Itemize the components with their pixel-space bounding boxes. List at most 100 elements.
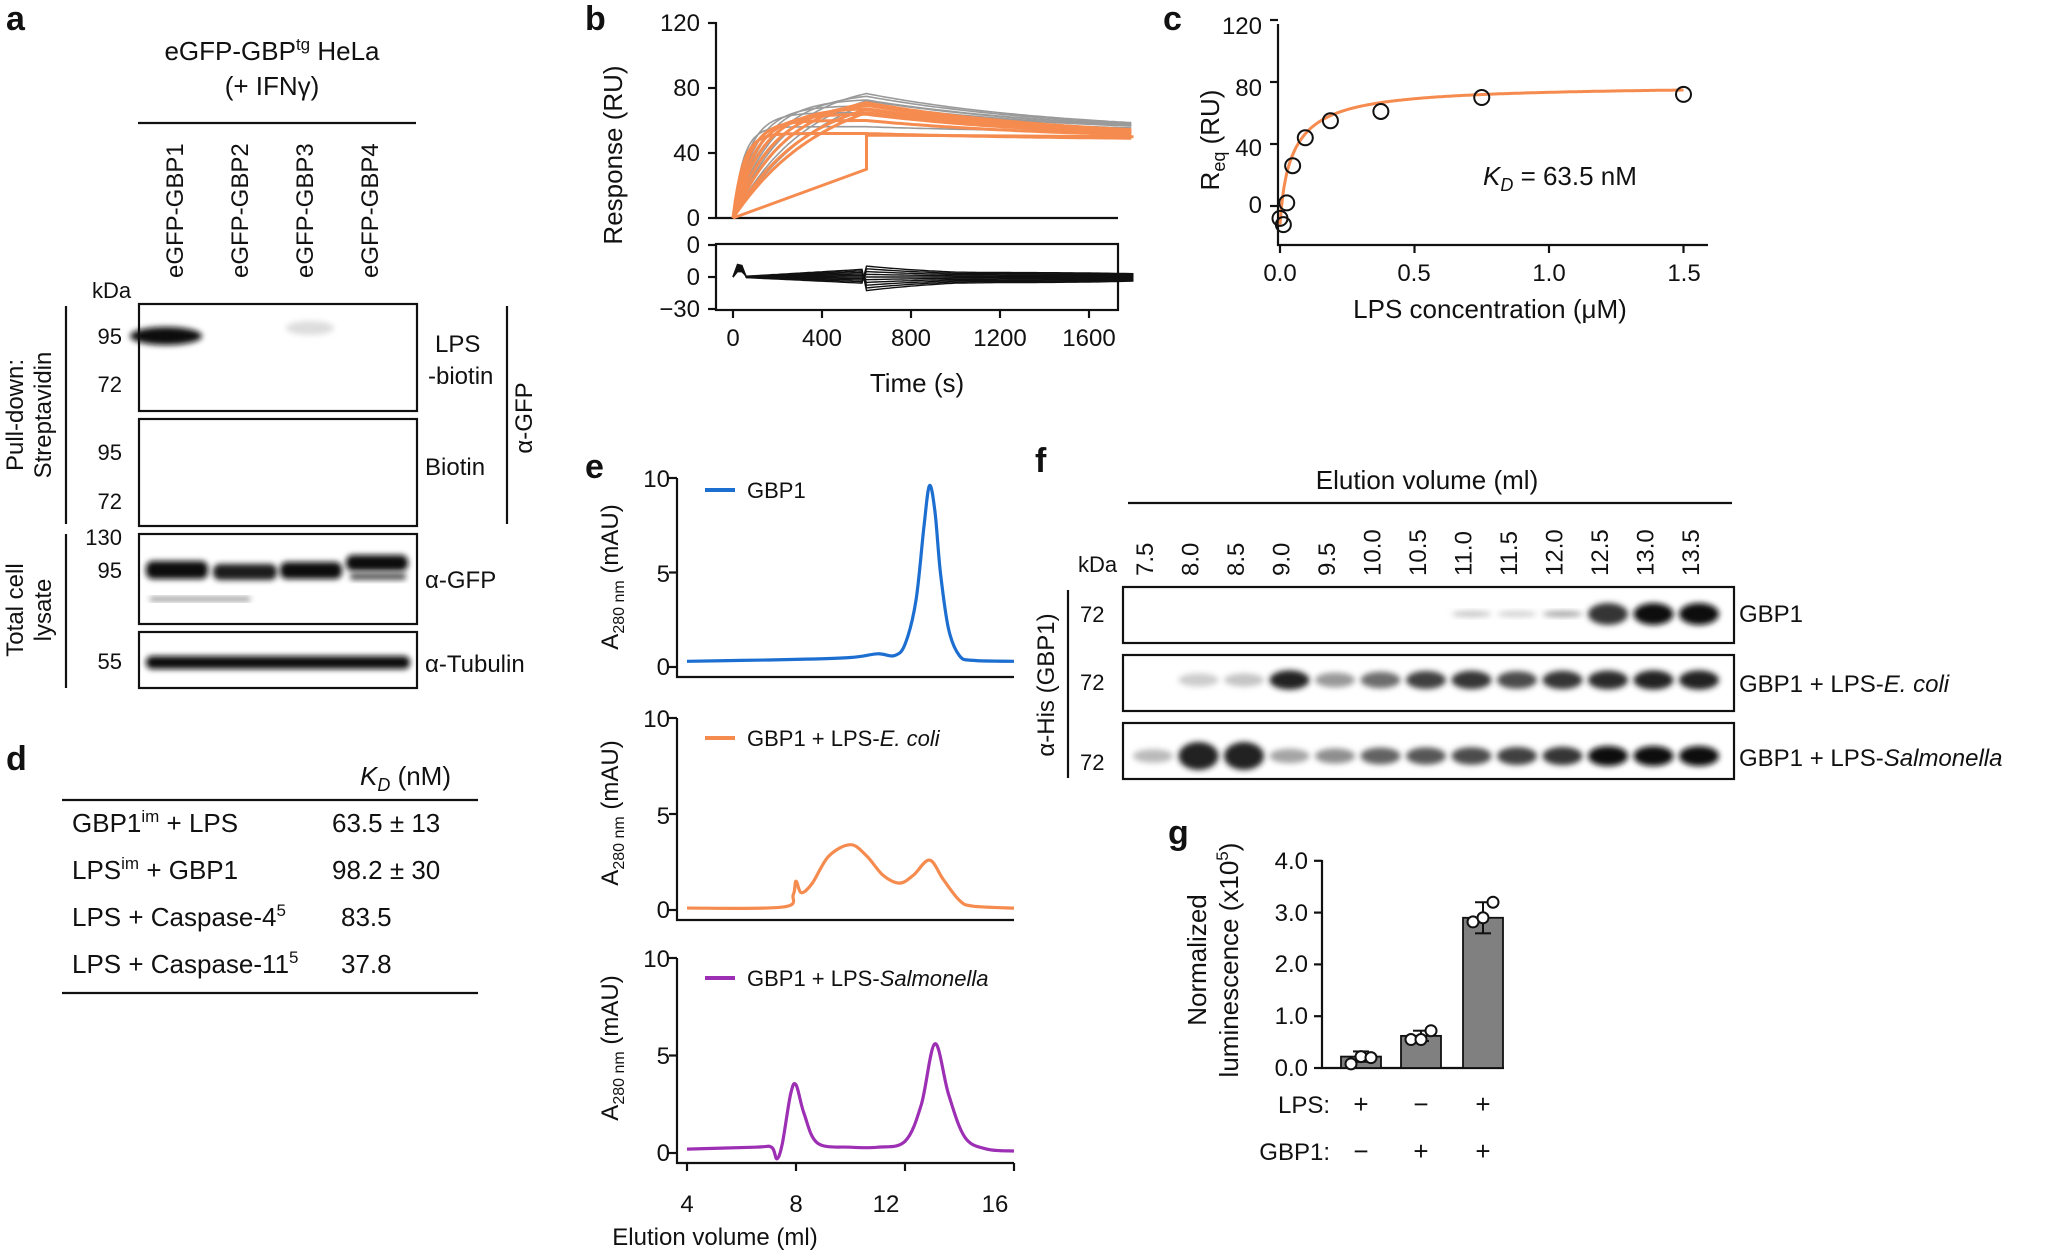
band bbox=[1179, 674, 1219, 687]
legend-label: GBP1 + LPS-Salmonella bbox=[747, 966, 989, 991]
data-point bbox=[1373, 104, 1388, 119]
table-row-label: LPS + Caspase-115 bbox=[72, 948, 299, 979]
y-tick-label: 120 bbox=[660, 10, 700, 37]
x-axis-label: LPS concentration (μM) bbox=[1353, 294, 1627, 324]
mw-marker: 55 bbox=[98, 649, 122, 674]
data-point bbox=[1416, 1034, 1427, 1045]
condition-sign: − bbox=[1353, 1136, 1368, 1166]
y-axis-label: A280 nm (mAU) bbox=[597, 975, 628, 1120]
table-row-value: 63.5 ± 13 bbox=[332, 808, 440, 838]
blot-label: -biotin bbox=[428, 363, 493, 390]
band bbox=[1497, 671, 1537, 689]
cell-line-label: eGFP-GBPtg HeLa bbox=[164, 35, 380, 66]
kd-annotation: KD = 63.5 nM bbox=[1483, 161, 1637, 195]
f-title: Elution volume (ml) bbox=[1316, 465, 1539, 495]
lane-labels: eGFP-GBP1 eGFP-GBP2 eGFP-GBP3 eGFP-GBP4 bbox=[162, 143, 384, 278]
y-tick-label: 40 bbox=[1235, 135, 1262, 162]
y-tick-label: 10 bbox=[643, 466, 670, 493]
data-point bbox=[1366, 1052, 1377, 1063]
y-tick-label: 1.0 bbox=[1275, 1003, 1308, 1030]
legend-label: GBP1 + LPS-E. coli bbox=[747, 726, 941, 751]
chromatogram-trace bbox=[687, 485, 1014, 661]
band bbox=[1270, 670, 1310, 689]
mw-marker: 95 bbox=[98, 558, 122, 583]
antibody-label: α-GFP bbox=[511, 382, 538, 453]
mw-marker: 72 bbox=[98, 372, 122, 397]
fraction-label: 8.0 bbox=[1178, 543, 1205, 576]
table-row-value: 37.8 bbox=[341, 949, 392, 979]
condition-sign: − bbox=[1413, 1089, 1428, 1119]
fraction-label: 12.5 bbox=[1587, 529, 1614, 576]
panel-e: e Elution volume (ml) 4 8 12 16 A280 nm … bbox=[585, 448, 1014, 1251]
fraction-label: 13.5 bbox=[1678, 529, 1705, 576]
blot-row-label: GBP1 bbox=[1739, 601, 1803, 628]
y-tick-label: 0 bbox=[657, 897, 670, 924]
g-bar-chart bbox=[1314, 861, 1503, 1070]
y-tick-label: 80 bbox=[1235, 75, 1262, 102]
fraction-label: 7.5 bbox=[1132, 543, 1159, 576]
blot-label: α-Tubulin bbox=[425, 651, 525, 678]
b-xtick-group bbox=[733, 310, 1089, 318]
row-label: GBP1: bbox=[1259, 1139, 1330, 1166]
band bbox=[1361, 672, 1401, 688]
band bbox=[1634, 746, 1674, 766]
fraction-label: 10.0 bbox=[1360, 529, 1387, 576]
group-label: lysate bbox=[30, 579, 57, 642]
lane-label: eGFP-GBP4 bbox=[357, 143, 384, 278]
band bbox=[1543, 611, 1583, 617]
y-tick-label: 0.0 bbox=[1275, 1055, 1308, 1082]
band bbox=[1133, 749, 1173, 763]
band bbox=[286, 321, 334, 335]
fraction-label: 11.5 bbox=[1496, 531, 1523, 576]
c-binding-plot bbox=[1273, 87, 1692, 232]
band bbox=[1588, 603, 1628, 625]
panel-label-c: c bbox=[1163, 0, 1182, 38]
y-tick-label: 0 bbox=[687, 232, 700, 259]
y-axis-label: Response (RU) bbox=[598, 65, 628, 244]
band bbox=[1452, 671, 1492, 689]
row-label: LPS: bbox=[1278, 1092, 1330, 1119]
band bbox=[1634, 670, 1674, 689]
band bbox=[1315, 673, 1355, 688]
e-chromatograms bbox=[687, 485, 1014, 1158]
band bbox=[280, 562, 342, 579]
y-tick-label: 2.0 bbox=[1275, 951, 1308, 978]
data-point bbox=[1488, 897, 1499, 908]
table-row-value: 98.2 ± 30 bbox=[332, 855, 440, 885]
y-tick-label: 40 bbox=[673, 140, 700, 167]
data-point bbox=[1346, 1058, 1357, 1069]
band bbox=[150, 597, 250, 601]
y-tick-label: 4.0 bbox=[1275, 848, 1308, 875]
blot-lps-biotin bbox=[139, 304, 417, 411]
blot-biotin bbox=[139, 419, 417, 526]
table-col-header: KD (nM) bbox=[360, 761, 451, 795]
x-tick-label: 1200 bbox=[973, 325, 1026, 352]
band bbox=[1224, 742, 1264, 770]
y-tick-label: 80 bbox=[673, 75, 700, 102]
band bbox=[1679, 603, 1719, 625]
x-tick-label: 0.5 bbox=[1397, 260, 1430, 287]
y-tick-label: 5 bbox=[657, 803, 670, 830]
band bbox=[1406, 747, 1446, 764]
c-ticks bbox=[1270, 20, 1684, 253]
x-tick-label: 4 bbox=[680, 1191, 693, 1218]
band bbox=[130, 327, 202, 345]
x-tick-label: 1600 bbox=[1062, 325, 1115, 352]
y-axis-label: Req (RU) bbox=[1195, 90, 1229, 191]
y-tick-label: 3.0 bbox=[1275, 900, 1308, 927]
data-point bbox=[1474, 90, 1489, 105]
b-sensorgrams bbox=[733, 94, 1134, 219]
panel-label-f: f bbox=[1035, 442, 1047, 480]
band bbox=[1634, 603, 1674, 625]
table-row-label: LPS + Caspase-45 bbox=[72, 901, 286, 932]
band bbox=[146, 656, 410, 669]
b-ytick-group bbox=[708, 23, 716, 218]
band bbox=[1452, 611, 1492, 617]
c-axes bbox=[1278, 24, 1708, 245]
antibody-label: α-His (GBP1) bbox=[1033, 613, 1060, 756]
x-tick-label: 0 bbox=[726, 325, 739, 352]
fit-curve bbox=[1280, 90, 1684, 225]
blot-label: Biotin bbox=[425, 454, 485, 481]
y-tick-label: 5 bbox=[657, 1043, 670, 1070]
band bbox=[1543, 671, 1583, 689]
